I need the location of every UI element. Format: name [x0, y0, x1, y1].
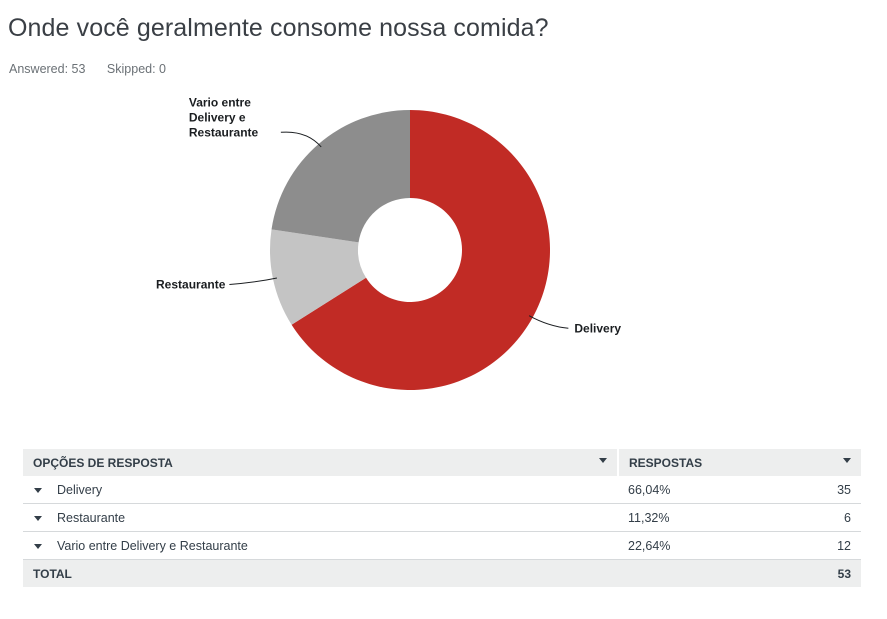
total-count: 53	[759, 559, 861, 587]
table-row: Delivery 66,04% 35	[23, 476, 861, 504]
slice-delivery[interactable]	[291, 110, 550, 390]
responses-column-header[interactable]: RESPOSTAS	[618, 449, 861, 476]
total-label: TOTAL	[23, 559, 618, 587]
responses-header-label: RESPOSTAS	[629, 455, 703, 470]
table-row: Vario entre Delivery e Restaurante 22,64…	[23, 531, 861, 560]
question-title: Onde você geralmente consome nossa comid…	[8, 14, 549, 42]
answer-count: 12	[759, 531, 861, 560]
expand-caret-icon[interactable]	[34, 488, 42, 493]
leader-line	[528, 315, 569, 329]
options-header-label: OPÇÕES DE RESPOSTA	[33, 455, 173, 470]
label-delivery: Delivery	[574, 321, 621, 335]
label-vario: Vario entre Delivery e Restaurante	[189, 95, 259, 139]
answer-percent: 22,64%	[618, 531, 760, 560]
total-row: TOTAL 53	[23, 559, 861, 587]
answer-option-cell[interactable]: Restaurante	[23, 503, 618, 532]
slice-restaurante[interactable]	[270, 229, 367, 325]
answer-count: 6	[759, 503, 861, 532]
slice-vario[interactable]	[271, 110, 410, 243]
donut-chart-svg: Delivery Restaurante Vario entre Delivery e…	[156, 95, 621, 390]
sort-caret-icon[interactable]	[599, 458, 607, 463]
skipped-count: Skipped: 0	[106, 62, 166, 76]
leader-line	[280, 131, 322, 148]
answer-option-label: Delivery	[57, 482, 103, 497]
expand-caret-icon[interactable]	[34, 516, 42, 521]
answer-option-cell[interactable]: Vario entre Delivery e Restaurante	[23, 531, 618, 560]
label-restaurante: Restaurante	[156, 278, 226, 292]
leader-line	[229, 277, 278, 286]
sort-caret-icon[interactable]	[843, 458, 851, 463]
answer-count: 35	[759, 476, 861, 504]
answer-percent: 11,32%	[618, 503, 760, 532]
table-row: Restaurante 11,32% 6	[23, 503, 861, 532]
total-spacer	[618, 559, 760, 587]
answer-option-cell[interactable]: Delivery	[23, 476, 618, 504]
answer-option-label: Restaurante	[57, 510, 126, 525]
answer-option-label: Vario entre Delivery e Restaurante	[57, 538, 248, 553]
table-header-row: OPÇÕES DE RESPOSTA RESPOSTAS	[23, 449, 861, 476]
answer-percent: 66,04%	[618, 476, 760, 504]
answered-count: Answered: 53	[9, 62, 86, 76]
results-table: OPÇÕES DE RESPOSTA RESPOSTAS Delivery 66…	[23, 449, 861, 587]
response-summary: Answered: 53 Skipped: 0	[9, 62, 184, 76]
donut-chart: Delivery Restaurante Vario entre Delivery e…	[0, 90, 887, 410]
options-column-header[interactable]: OPÇÕES DE RESPOSTA	[23, 449, 619, 476]
expand-caret-icon[interactable]	[34, 544, 42, 549]
